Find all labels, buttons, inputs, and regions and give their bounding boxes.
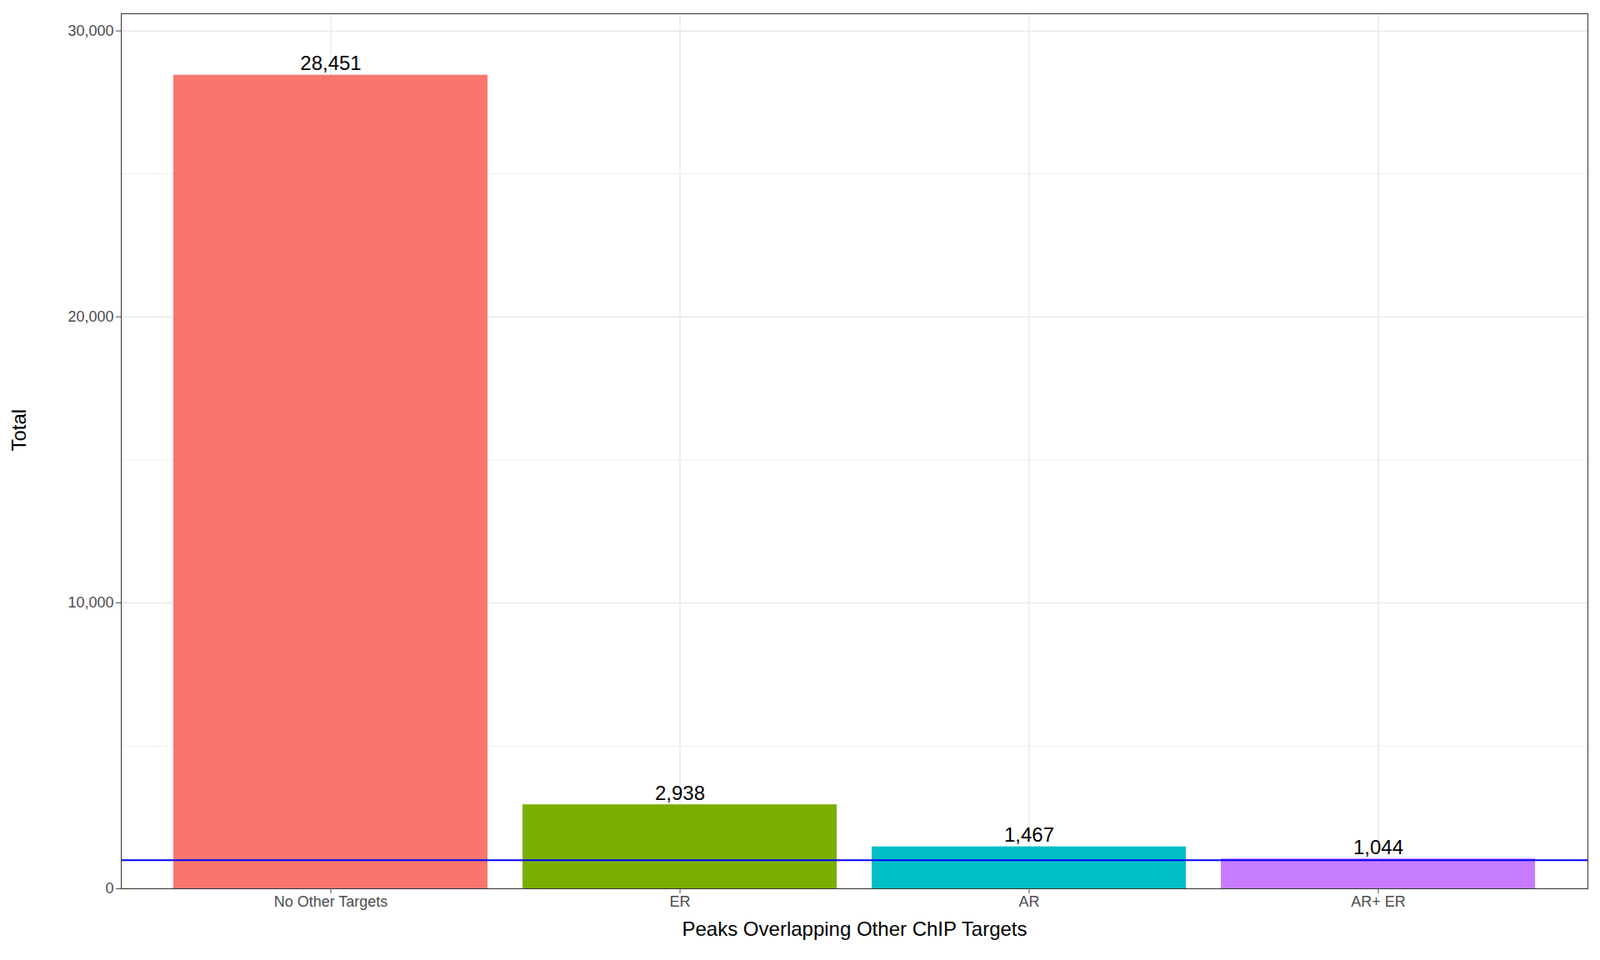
svg-text:2,938: 2,938 xyxy=(655,781,705,805)
svg-text:0: 0 xyxy=(105,880,114,897)
svg-text:1,044: 1,044 xyxy=(1353,835,1404,859)
svg-text:Peaks Overlapping Other ChIP T: Peaks Overlapping Other ChIP Targets xyxy=(682,917,1028,940)
svg-text:Total: Total xyxy=(7,409,30,452)
svg-text:AR: AR xyxy=(1018,893,1040,910)
svg-text:10,000: 10,000 xyxy=(67,594,114,611)
svg-text:AR+ ER: AR+ ER xyxy=(1350,893,1406,910)
svg-text:No Other Targets: No Other Targets xyxy=(274,893,389,910)
svg-text:20,000: 20,000 xyxy=(67,308,114,325)
svg-text:28,451: 28,451 xyxy=(300,51,361,75)
svg-text:ER: ER xyxy=(669,893,690,910)
svg-text:1,467: 1,467 xyxy=(1004,823,1055,846)
svg-text:30,000: 30,000 xyxy=(67,22,114,40)
